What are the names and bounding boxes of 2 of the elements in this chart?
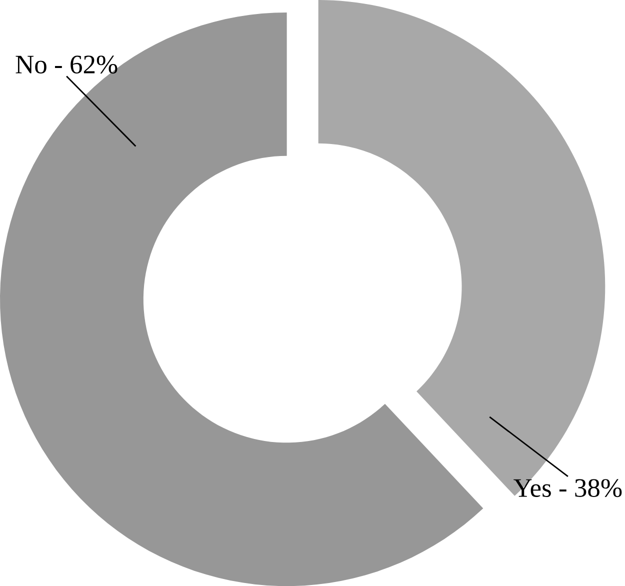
slice-label: Yes - 38% [514,479,622,498]
slice-label: No - 62% [16,56,118,74]
